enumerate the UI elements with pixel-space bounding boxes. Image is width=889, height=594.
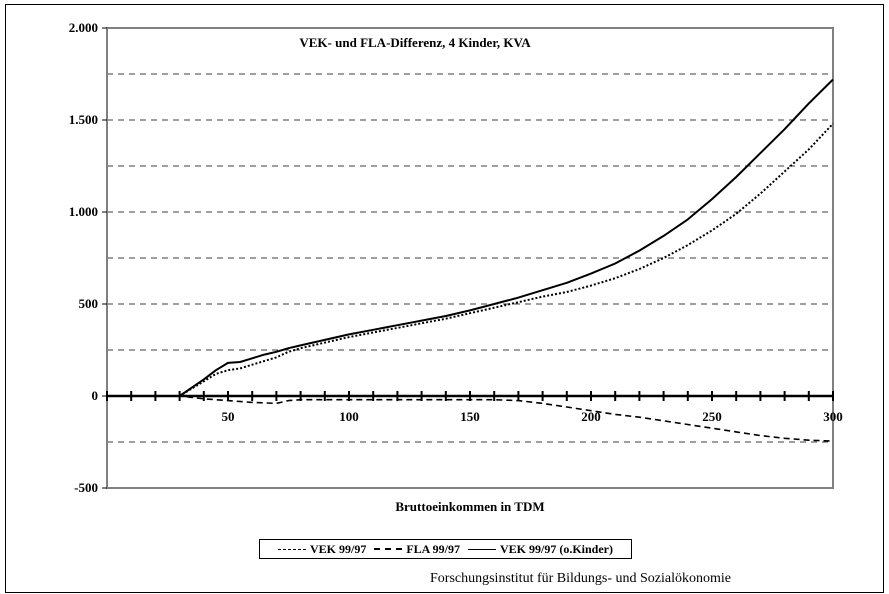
legend-swatch-dashed-fine xyxy=(277,548,306,550)
x-tick-label: 250 xyxy=(702,409,722,424)
legend-item-vek: VEK 99/97 xyxy=(277,541,367,557)
y-tick-label: -500 xyxy=(74,480,98,495)
legend-label: VEK 99/97 xyxy=(309,541,367,556)
y-tick-label: 1.500 xyxy=(69,112,98,127)
y-tick-label: 2.000 xyxy=(69,20,98,35)
legend-swatch-dotted xyxy=(374,548,403,550)
chart-title: VEK- und FLA-Differenz, 4 Kinder, KVA xyxy=(299,35,531,50)
legend-item-vek-o-kinder: VEK 99/97 (o.Kinder) xyxy=(468,542,613,557)
y-tick-label: 0 xyxy=(92,388,99,403)
x-tick-label: 50 xyxy=(222,409,235,424)
x-tick-label: 150 xyxy=(460,409,480,424)
x-tick-label: 100 xyxy=(339,409,359,424)
plot-area-border xyxy=(106,27,834,489)
series-line-2 xyxy=(107,123,834,397)
x-axis-title: Bruttoeinkommen in TDM xyxy=(395,499,544,514)
legend: VEK 99/97 FLA 99/97 VEK 99/97 (o.Kinder) xyxy=(259,539,632,559)
series-line-3 xyxy=(107,78,834,397)
legend-label: VEK 99/97 (o.Kinder) xyxy=(500,541,613,556)
y-tick-label: 500 xyxy=(79,296,99,311)
y-tick-label: 1.000 xyxy=(69,204,98,219)
x-tick-label: 300 xyxy=(823,409,843,424)
legend-label: FLA 99/97 xyxy=(406,541,460,556)
legend-item-fla: FLA 99/97 xyxy=(374,542,460,557)
axes: -500 0 500 1.000 1.500 2.000 50 100 150 200 250 300 xyxy=(69,20,843,495)
x-tick-label: 200 xyxy=(581,409,601,424)
legend-swatch-solid xyxy=(468,548,496,550)
gridlines xyxy=(107,73,833,443)
chart-frame xyxy=(5,4,884,593)
source-note: Forschungsinstitut für Bildungs- und Soz… xyxy=(430,571,731,586)
series-lines xyxy=(107,78,834,442)
series-line-1 xyxy=(107,395,834,442)
